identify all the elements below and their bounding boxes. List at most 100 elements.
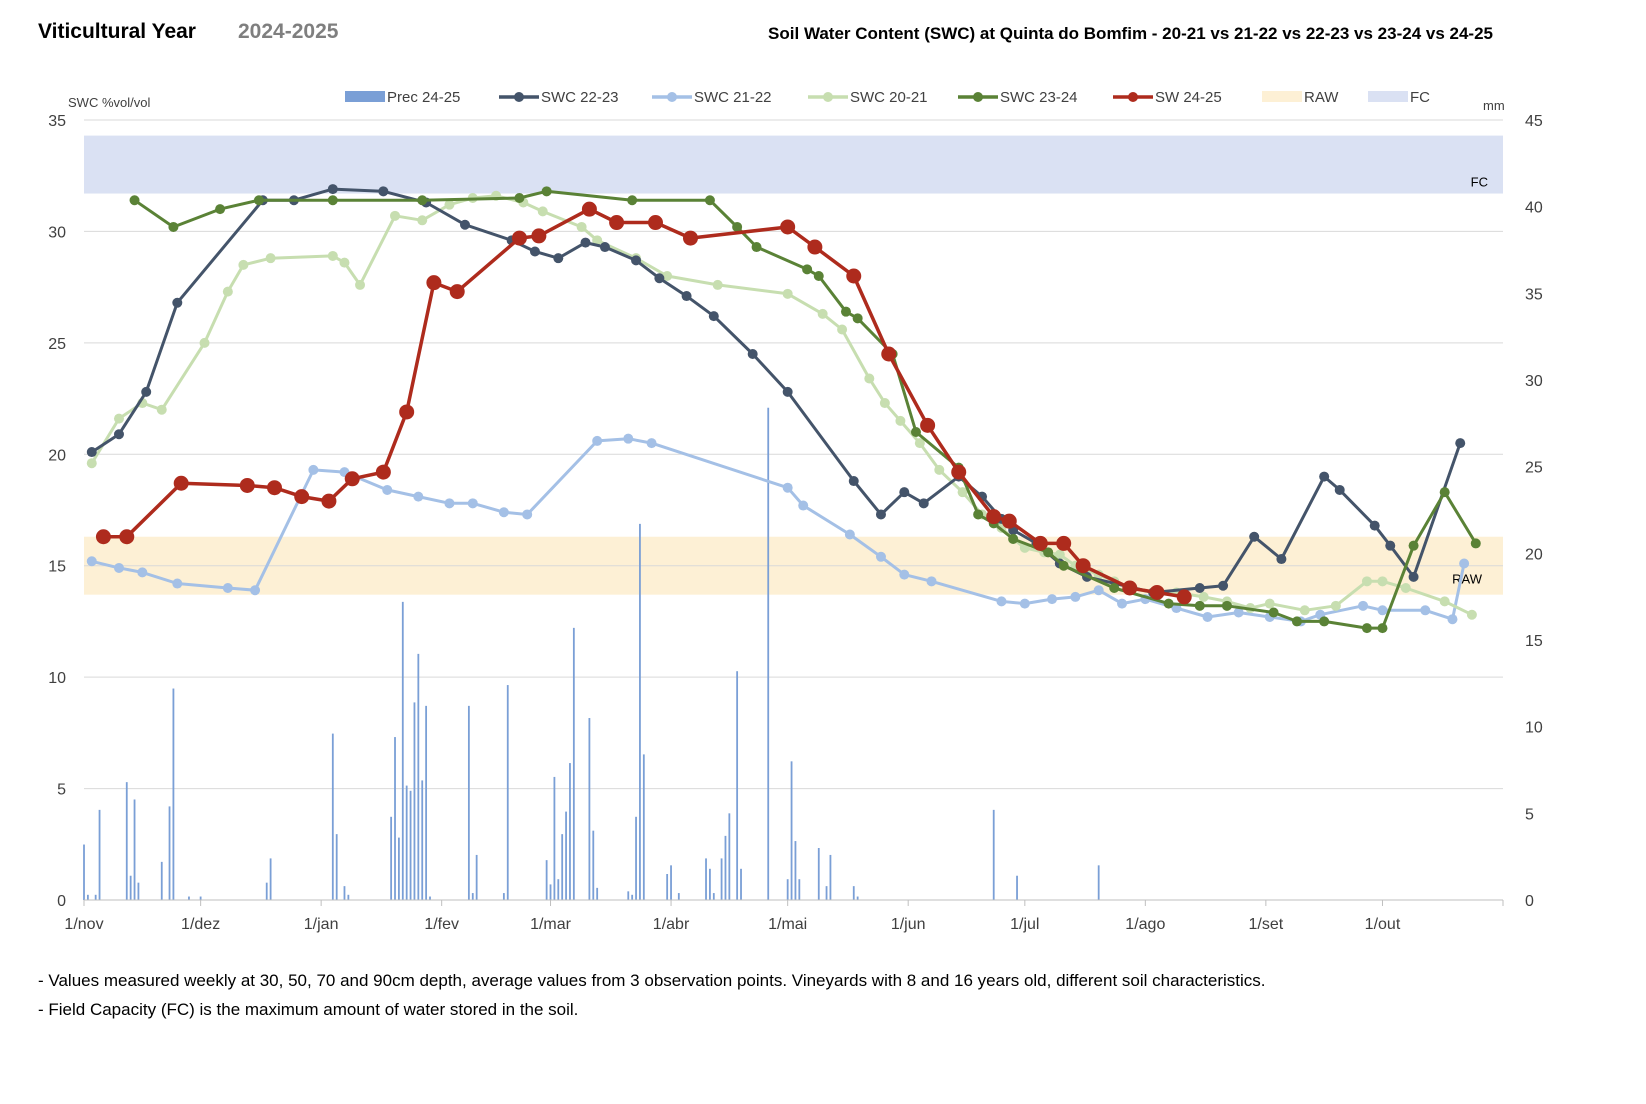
series-point-swc-20-21 [355,279,366,290]
series-point-swc-22-23 [86,447,97,458]
precip-bar [129,875,132,900]
footnote-measurement: - Values measured weekly at 30, 50, 70 a… [38,971,1266,990]
series-point-swc-22-23 [1385,540,1396,551]
series-point-swc-21-22 [1070,591,1081,602]
series-point-swc-21-22 [875,551,886,562]
chart-title: Soil Water Content (SWC) at Quinta do Bo… [768,24,1493,43]
series-point-swc-23-24 [514,193,525,203]
series-point-swc-22-23 [141,386,152,397]
precip-bar [561,834,564,900]
precip-bar [670,865,672,900]
series-point-swc-21-22 [996,596,1007,607]
y-right-tick-label: 35 [1525,286,1543,303]
series-point-sw-24-25 [1056,535,1072,551]
footnotes: - Values measured weekly at 30, 50, 70 a… [38,966,1266,1024]
precip-bar [125,782,128,900]
y-left-tick-label: 30 [48,224,66,241]
y-right-tick-label: 5 [1525,806,1534,823]
series-point-swc-20-21 [1400,583,1411,593]
series-point-sw-24-25 [647,215,663,231]
series-point-swc-20-21 [238,259,249,270]
x-tick-label-1-ago: 1/ago [1125,916,1165,933]
precip-bar [133,799,136,900]
series-point-sw-24-25 [1075,558,1091,574]
swc-chart: FC RAW 0 5 10 15 20 25 30 35 0 5 10 15 20 25 30 35 40 45 1/… [48,89,1543,933]
legend-item-raw: RAW [1262,89,1339,106]
precip-bar [728,813,731,900]
precip-bar [794,841,797,900]
series-point-swc-22-23 [580,237,591,248]
y-right-tick-label: 30 [1525,373,1543,390]
series-point-swc-20-21 [1054,549,1065,560]
footnote-field-capacity: - Field Capacity (FC) is the maximum amo… [38,1000,579,1019]
legend-item-prec-24-25: Prec 24-25 [345,89,460,106]
series-point-swc-21-22 [926,576,937,587]
series-point-swc-22-23 [1408,571,1419,582]
series-point-sw-24-25 [449,284,465,300]
series-point-sw-24-25 [344,471,360,487]
precip-bar [331,733,334,900]
legend-label: SWC 22-23 [541,89,619,106]
legend-swatch [345,91,385,102]
series-point-swc-23-24 [1163,598,1174,609]
x-tick-label-1-fev: 1/fev [424,916,459,933]
precip-bar [199,896,202,900]
series-point-swc-23-24 [732,221,743,232]
series-point-sw-24-25 [682,230,698,246]
precip-bar [740,868,742,900]
x-tick-label-1-mai: 1/mai [768,916,807,933]
series-point-sw-24-25 [780,219,796,235]
series-point-swc-20-21 [390,210,401,221]
series-point-swc-20-21 [1377,576,1388,587]
series-point-swc-23-24 [129,195,140,206]
precip-bar [712,893,715,900]
x-tick-label-1-mar: 1/mar [530,916,572,933]
series-point-swc-23-24 [215,204,226,215]
series-point-swc-20-21 [1330,600,1341,611]
precip-bar [1016,875,1018,900]
series-point-swc-20-21 [895,415,906,426]
series-point-swc-22-23 [1369,520,1380,531]
series-point-swc-21-22 [86,556,97,567]
x-tick-label-1-nov: 1/nov [64,916,103,933]
precip-bar [798,879,801,900]
precip-bar [475,854,478,900]
legend-swatch-marker [514,92,524,102]
legend-item-swc-21-22: SWC 21-22 [652,89,772,106]
precip-bar [592,830,595,900]
series-point-swc-20-21 [782,288,793,299]
series-point-swc-22-23 [1319,471,1330,482]
series-point-sw-24-25 [807,239,823,255]
precip-bar [83,844,85,900]
legend-item-swc-22-23: SWC 22-23 [499,89,619,106]
series-point-sw-24-25 [321,493,337,509]
precip-bar [666,874,669,900]
series-point-swc-20-21 [817,308,828,319]
legend: Prec 24-25 SWC 22-23 SWC 21-22 SWC 20-21 SWC… [345,89,1430,106]
precip-bar [398,837,400,900]
series-point-swc-23-24 [1043,547,1054,558]
x-tick-label-1-jul: 1/jul [1010,916,1039,933]
precip-bar [172,688,175,900]
series-point-swc-23-24 [1291,616,1302,627]
precip-bar [627,891,630,900]
series-point-swc-20-21 [86,458,97,469]
series-point-swc-21-22 [250,585,261,596]
precip-bar [677,893,680,900]
series-point-swc-20-21 [156,404,167,415]
series-swc-22-23 [86,184,1466,598]
y-left-tick-label: 0 [57,893,66,910]
legend-item-swc-23-24: SWC 23-24 [958,89,1078,106]
legend-swatch-marker [973,92,983,102]
series-point-swc-22-23 [848,476,859,487]
precip-bar [565,811,567,900]
series-point-swc-20-21 [934,464,945,475]
legend-item-fc: FC [1368,89,1430,106]
series-point-sw-24-25 [531,228,547,244]
series-point-swc-23-24 [813,271,824,281]
series-point-swc-22-23 [631,255,642,266]
precip-bar [425,705,428,900]
series-point-sw-24-25 [511,230,527,246]
precip-bar [790,761,793,900]
series-point-swc-21-22 [1093,585,1104,596]
